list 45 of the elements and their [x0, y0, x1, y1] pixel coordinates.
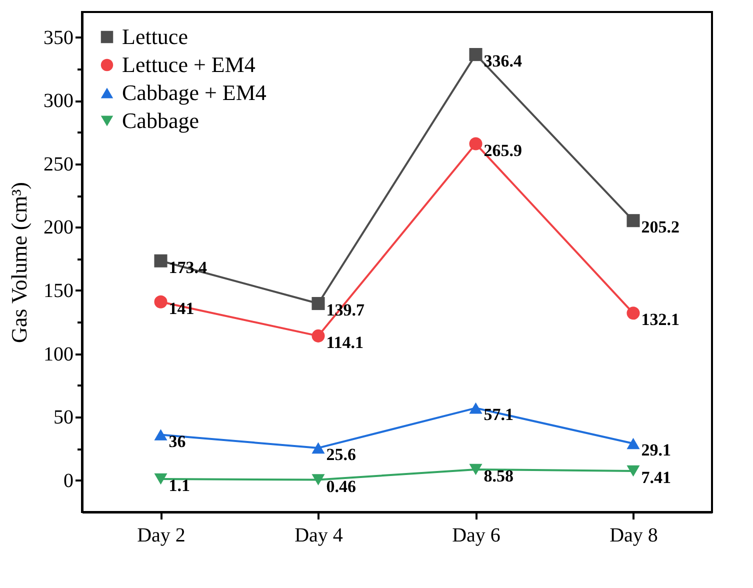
point — [312, 329, 325, 342]
point — [469, 402, 482, 414]
x-tick-label: Day 4 — [294, 524, 343, 546]
y-tick-label: 250 — [44, 153, 74, 176]
point — [469, 48, 482, 62]
data-label: 25.6 — [326, 444, 356, 464]
point — [154, 429, 168, 440]
x-tick-label: Day 2 — [137, 524, 186, 546]
legend-label: Cabbage + EM4 — [122, 80, 266, 105]
legend-label: Cabbage — [122, 108, 199, 133]
data-label: 0.46 — [326, 476, 356, 496]
point — [312, 442, 325, 454]
data-label: 1.1 — [168, 476, 190, 495]
point — [469, 464, 482, 476]
y-tick-label: 300 — [44, 90, 74, 112]
legend-label: Lettuce — [122, 24, 188, 49]
y-axis-title: Gas Volume (cm³) — [6, 182, 32, 343]
point — [626, 465, 640, 477]
point — [312, 474, 325, 486]
point — [626, 306, 640, 320]
legend-label: Lettuce + EM4 — [122, 52, 256, 77]
x-tick-label: Day 6 — [452, 524, 500, 546]
data-label: 8.58 — [484, 466, 514, 486]
data-label: 205.2 — [641, 218, 680, 237]
y-tick-label: 350 — [44, 26, 74, 49]
y-tick-label: 0 — [64, 470, 74, 492]
point — [154, 295, 168, 308]
point — [469, 137, 482, 150]
point — [626, 438, 640, 450]
y-tick-label: 50 — [54, 406, 74, 429]
data-label: 265.9 — [484, 140, 522, 160]
point — [312, 297, 325, 310]
y-tick-label: 150 — [44, 280, 74, 302]
data-label: 7.41 — [641, 468, 671, 487]
y-tick-label: 100 — [44, 343, 74, 366]
point — [154, 473, 168, 485]
data-label: 114.1 — [326, 332, 364, 352]
point — [154, 254, 168, 268]
point — [626, 214, 640, 228]
data-label: 336.4 — [484, 52, 522, 71]
y-tick-label: 200 — [44, 216, 74, 239]
x-tick-label: Day 8 — [610, 524, 658, 546]
data-label: 36 — [168, 432, 186, 451]
data-label: 29.1 — [641, 440, 671, 460]
data-label: 132.1 — [641, 310, 680, 330]
